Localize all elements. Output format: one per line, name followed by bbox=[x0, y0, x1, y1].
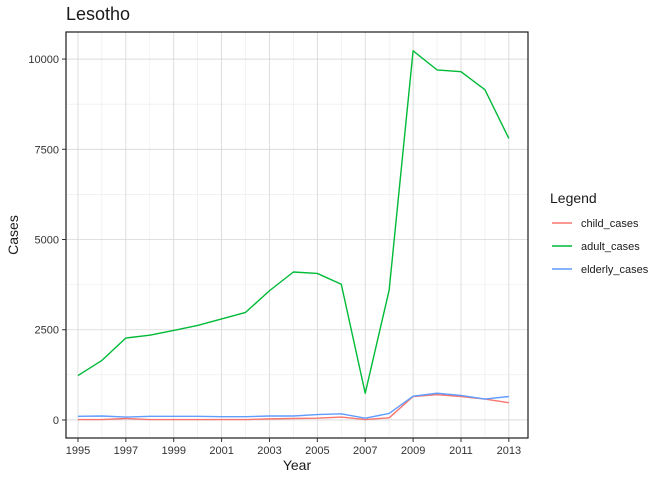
series-line-child-cases bbox=[77, 393, 509, 421]
legend: Legend child_cases adult_cases elderly_cas… bbox=[550, 190, 649, 276]
x-tick-label: 1999 bbox=[161, 445, 185, 457]
y-axis: 0 2500 5000 7500 10000 bbox=[28, 54, 66, 427]
x-tick-label: 2007 bbox=[353, 445, 377, 457]
y-tick-label: 5000 bbox=[35, 235, 59, 247]
x-tick-label: 2011 bbox=[449, 445, 473, 457]
y-tick-label: 7500 bbox=[35, 144, 59, 156]
grid-lines bbox=[66, 32, 528, 438]
y-axis-title: Cases bbox=[5, 215, 21, 255]
y-tick-label: 10000 bbox=[28, 54, 59, 66]
plot-panel-border bbox=[65, 31, 529, 439]
chart-title: Lesotho bbox=[66, 4, 130, 24]
legend-label-elderly-cases: elderly_cases bbox=[581, 264, 649, 276]
series-line-adult-cases bbox=[77, 50, 510, 394]
x-tick-label: 2013 bbox=[497, 445, 521, 457]
x-tick-label: 2001 bbox=[209, 445, 233, 457]
legend-label-child-cases: child_cases bbox=[581, 218, 639, 230]
y-tick-label: 0 bbox=[53, 415, 59, 427]
x-tick-label: 2003 bbox=[257, 445, 281, 457]
y-tick-label: 2500 bbox=[35, 325, 59, 337]
x-tick-label: 1997 bbox=[114, 445, 138, 457]
x-tick-label: 2005 bbox=[305, 445, 329, 457]
series-lines bbox=[77, 50, 510, 421]
x-tick-label: 1995 bbox=[66, 445, 90, 457]
legend-title: Legend bbox=[550, 190, 597, 206]
legend-label-adult-cases: adult_cases bbox=[581, 241, 640, 253]
x-tick-label: 2009 bbox=[401, 445, 425, 457]
series-line-elderly-cases bbox=[77, 392, 509, 419]
x-axis-title: Year bbox=[283, 457, 312, 473]
x-axis: 1995 1997 1999 2001 2003 2005 2007 2009 2011 2013 bbox=[66, 438, 521, 457]
